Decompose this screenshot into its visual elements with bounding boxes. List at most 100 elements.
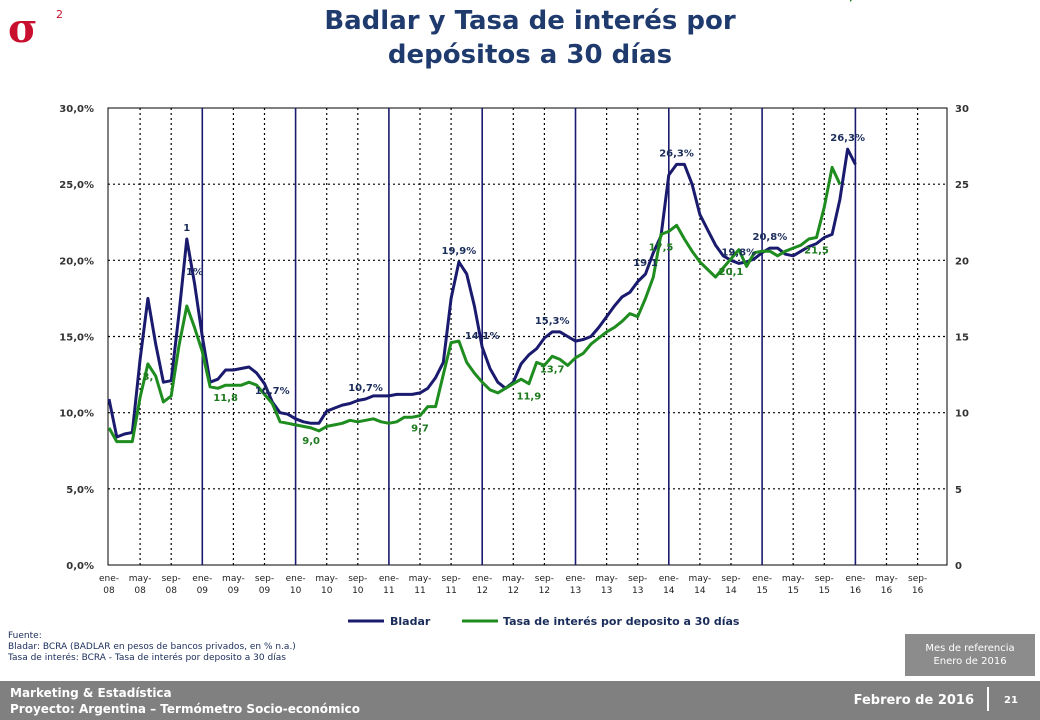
badlar-data-label: 20,8% bbox=[753, 232, 788, 243]
footer-project: Proyecto: Argentina – Termómetro Socio-e… bbox=[10, 702, 361, 716]
legend: Bladar Tasa de interés por deposito a 30 … bbox=[348, 615, 740, 628]
x-tick-label-month: may- bbox=[689, 574, 712, 584]
x-tick-label-year: 12 bbox=[539, 586, 550, 596]
x-tick-label-month: sep- bbox=[908, 574, 927, 584]
tasa-data-label: 11,9 bbox=[517, 392, 542, 403]
tasa-data-label: 25,0 bbox=[835, 0, 860, 3]
y-right-tick-label: 25 bbox=[955, 180, 969, 191]
x-tick-label-year: 12 bbox=[476, 586, 487, 596]
x-tick-label-month: sep- bbox=[721, 574, 740, 584]
x-tick-label-month: may- bbox=[222, 574, 245, 584]
y-right-tick-label: 20 bbox=[955, 256, 969, 267]
x-tick-label-month: ene- bbox=[192, 574, 212, 584]
partial-data-label: 3, bbox=[142, 372, 153, 383]
tasa-data-label: 11,8 bbox=[213, 393, 238, 404]
footer-department: Marketing & Estadística Proyecto: Argent… bbox=[10, 685, 360, 717]
x-tick-label-month: may- bbox=[129, 574, 152, 584]
x-tick-label-year: 16 bbox=[850, 586, 862, 596]
x-tick-label-month: may- bbox=[782, 574, 805, 584]
x-tick-label-month: ene- bbox=[472, 574, 492, 584]
tasa-data-label: 17,5 bbox=[649, 242, 674, 253]
title-line-2: depósitos a 30 días bbox=[387, 40, 673, 70]
x-tick-label-month: sep- bbox=[815, 574, 834, 584]
badlar-data-label: 26,3% bbox=[659, 148, 694, 159]
footer-separator bbox=[987, 687, 989, 711]
y-left-tick-label: 20,0% bbox=[59, 256, 94, 267]
x-tick-label-year: 15 bbox=[756, 586, 767, 596]
y-left-tick-label: 5,0% bbox=[66, 485, 94, 496]
x-tick-label-month: ene- bbox=[286, 574, 306, 584]
x-tick-label-year: 14 bbox=[725, 586, 737, 596]
partial-data-label: 1 bbox=[183, 223, 190, 234]
reference-value: Enero de 2016 bbox=[933, 656, 1007, 667]
legend-label-tasa: Tasa de interés por deposito a 30 días bbox=[503, 615, 740, 628]
x-tick-label-year: 14 bbox=[663, 586, 675, 596]
tasa-data-label: 13,7 bbox=[540, 364, 565, 375]
legend-label-badlar: Bladar bbox=[390, 615, 431, 628]
x-tick-label-month: sep- bbox=[255, 574, 274, 584]
x-tick-label-month: sep- bbox=[628, 574, 647, 584]
logo-superscript: 2 bbox=[56, 8, 63, 21]
x-tick-label-year: 11 bbox=[414, 586, 425, 596]
x-tick-label-month: may- bbox=[315, 574, 338, 584]
page-title: Badlar y Tasa de interés por depósitos a… bbox=[180, 4, 880, 72]
x-tick-label-year: 10 bbox=[352, 586, 364, 596]
x-tick-label-month: may- bbox=[875, 574, 898, 584]
y-right-tick-label: 30 bbox=[955, 104, 969, 115]
x-tick-label-year: 08 bbox=[134, 586, 146, 596]
data-labels: 10,7% 10,7% 19,9% 14,1% 15,3% 19,1 26,3% 19,8% 2… bbox=[142, 0, 864, 447]
svg-text:σ: σ bbox=[8, 5, 38, 48]
x-tick-label-month: ene- bbox=[659, 574, 679, 584]
x-tick-label-year: 08 bbox=[165, 586, 177, 596]
x-tick-label-year: 13 bbox=[601, 586, 612, 596]
reference-month-box: Mes de referencia Enero de 2016 bbox=[905, 634, 1035, 676]
x-tick-label-month: sep- bbox=[535, 574, 554, 584]
tasa-data-label: 9,0 bbox=[302, 436, 320, 447]
x-tick-label-month: ene- bbox=[379, 574, 399, 584]
badlar-data-label: 15,3% bbox=[535, 316, 570, 327]
x-tick-label-year: 16 bbox=[912, 586, 924, 596]
x-tick-label-year: 09 bbox=[259, 586, 271, 596]
tasa-data-label: 20,1 bbox=[719, 267, 744, 278]
title-line-1: Badlar y Tasa de interés por bbox=[324, 6, 736, 36]
x-tick-label-year: 09 bbox=[197, 586, 209, 596]
x-tick-label-month: ene- bbox=[565, 574, 585, 584]
x-tick-label-year: 15 bbox=[787, 586, 798, 596]
y-left-tick-label: 30,0% bbox=[59, 104, 94, 115]
y-left-tick-label: 15,0% bbox=[59, 333, 94, 344]
x-tick-label-year: 08 bbox=[103, 586, 115, 596]
x-tick-label-month: sep- bbox=[442, 574, 461, 584]
x-tick-label-year: 14 bbox=[694, 586, 706, 596]
x-tick-label-year: 16 bbox=[881, 586, 893, 596]
x-tick-label-month: may- bbox=[409, 574, 432, 584]
badlar-data-label: 19,1 bbox=[633, 258, 658, 269]
tasa-data-label: 21,5 bbox=[804, 245, 829, 256]
reference-label: Mes de referencia bbox=[925, 643, 1015, 654]
x-tick-label-month: ene- bbox=[845, 574, 865, 584]
y-right-tick-label: 10 bbox=[955, 409, 969, 420]
tasa-data-label: 9,7 bbox=[411, 424, 429, 435]
source-note: Fuente: Bladar: BCRA (BADLAR en pesos de… bbox=[8, 631, 296, 664]
badlar-data-label: 10,7% bbox=[348, 383, 383, 394]
x-tick-label-year: 10 bbox=[321, 586, 333, 596]
x-tick-label-year: 09 bbox=[228, 586, 240, 596]
tasa-line bbox=[107, 165, 842, 444]
grid-lines bbox=[108, 108, 947, 565]
x-tick-label-year: 13 bbox=[632, 586, 643, 596]
y-left-tick-label: 0,0% bbox=[66, 561, 94, 572]
x-tick-label-month: sep- bbox=[162, 574, 181, 584]
badlar-data-label: 14,1% bbox=[465, 331, 500, 342]
x-tick-label-year: 12 bbox=[508, 586, 519, 596]
x-tick-label-month: ene- bbox=[99, 574, 119, 584]
y-right-tick-label: 15 bbox=[955, 333, 969, 344]
x-tick-label-year: 15 bbox=[819, 586, 830, 596]
x-tick-label-month: ene- bbox=[752, 574, 772, 584]
badlar-data-label: 19,8% bbox=[721, 247, 756, 258]
badlar-data-label: 10,7% bbox=[255, 386, 290, 397]
x-tick-label-year: 10 bbox=[290, 586, 302, 596]
y-right-tick-label: 0 bbox=[955, 561, 962, 572]
x-tick-label-year: 11 bbox=[445, 586, 456, 596]
y-left-tick-label: 25,0% bbox=[59, 180, 94, 191]
